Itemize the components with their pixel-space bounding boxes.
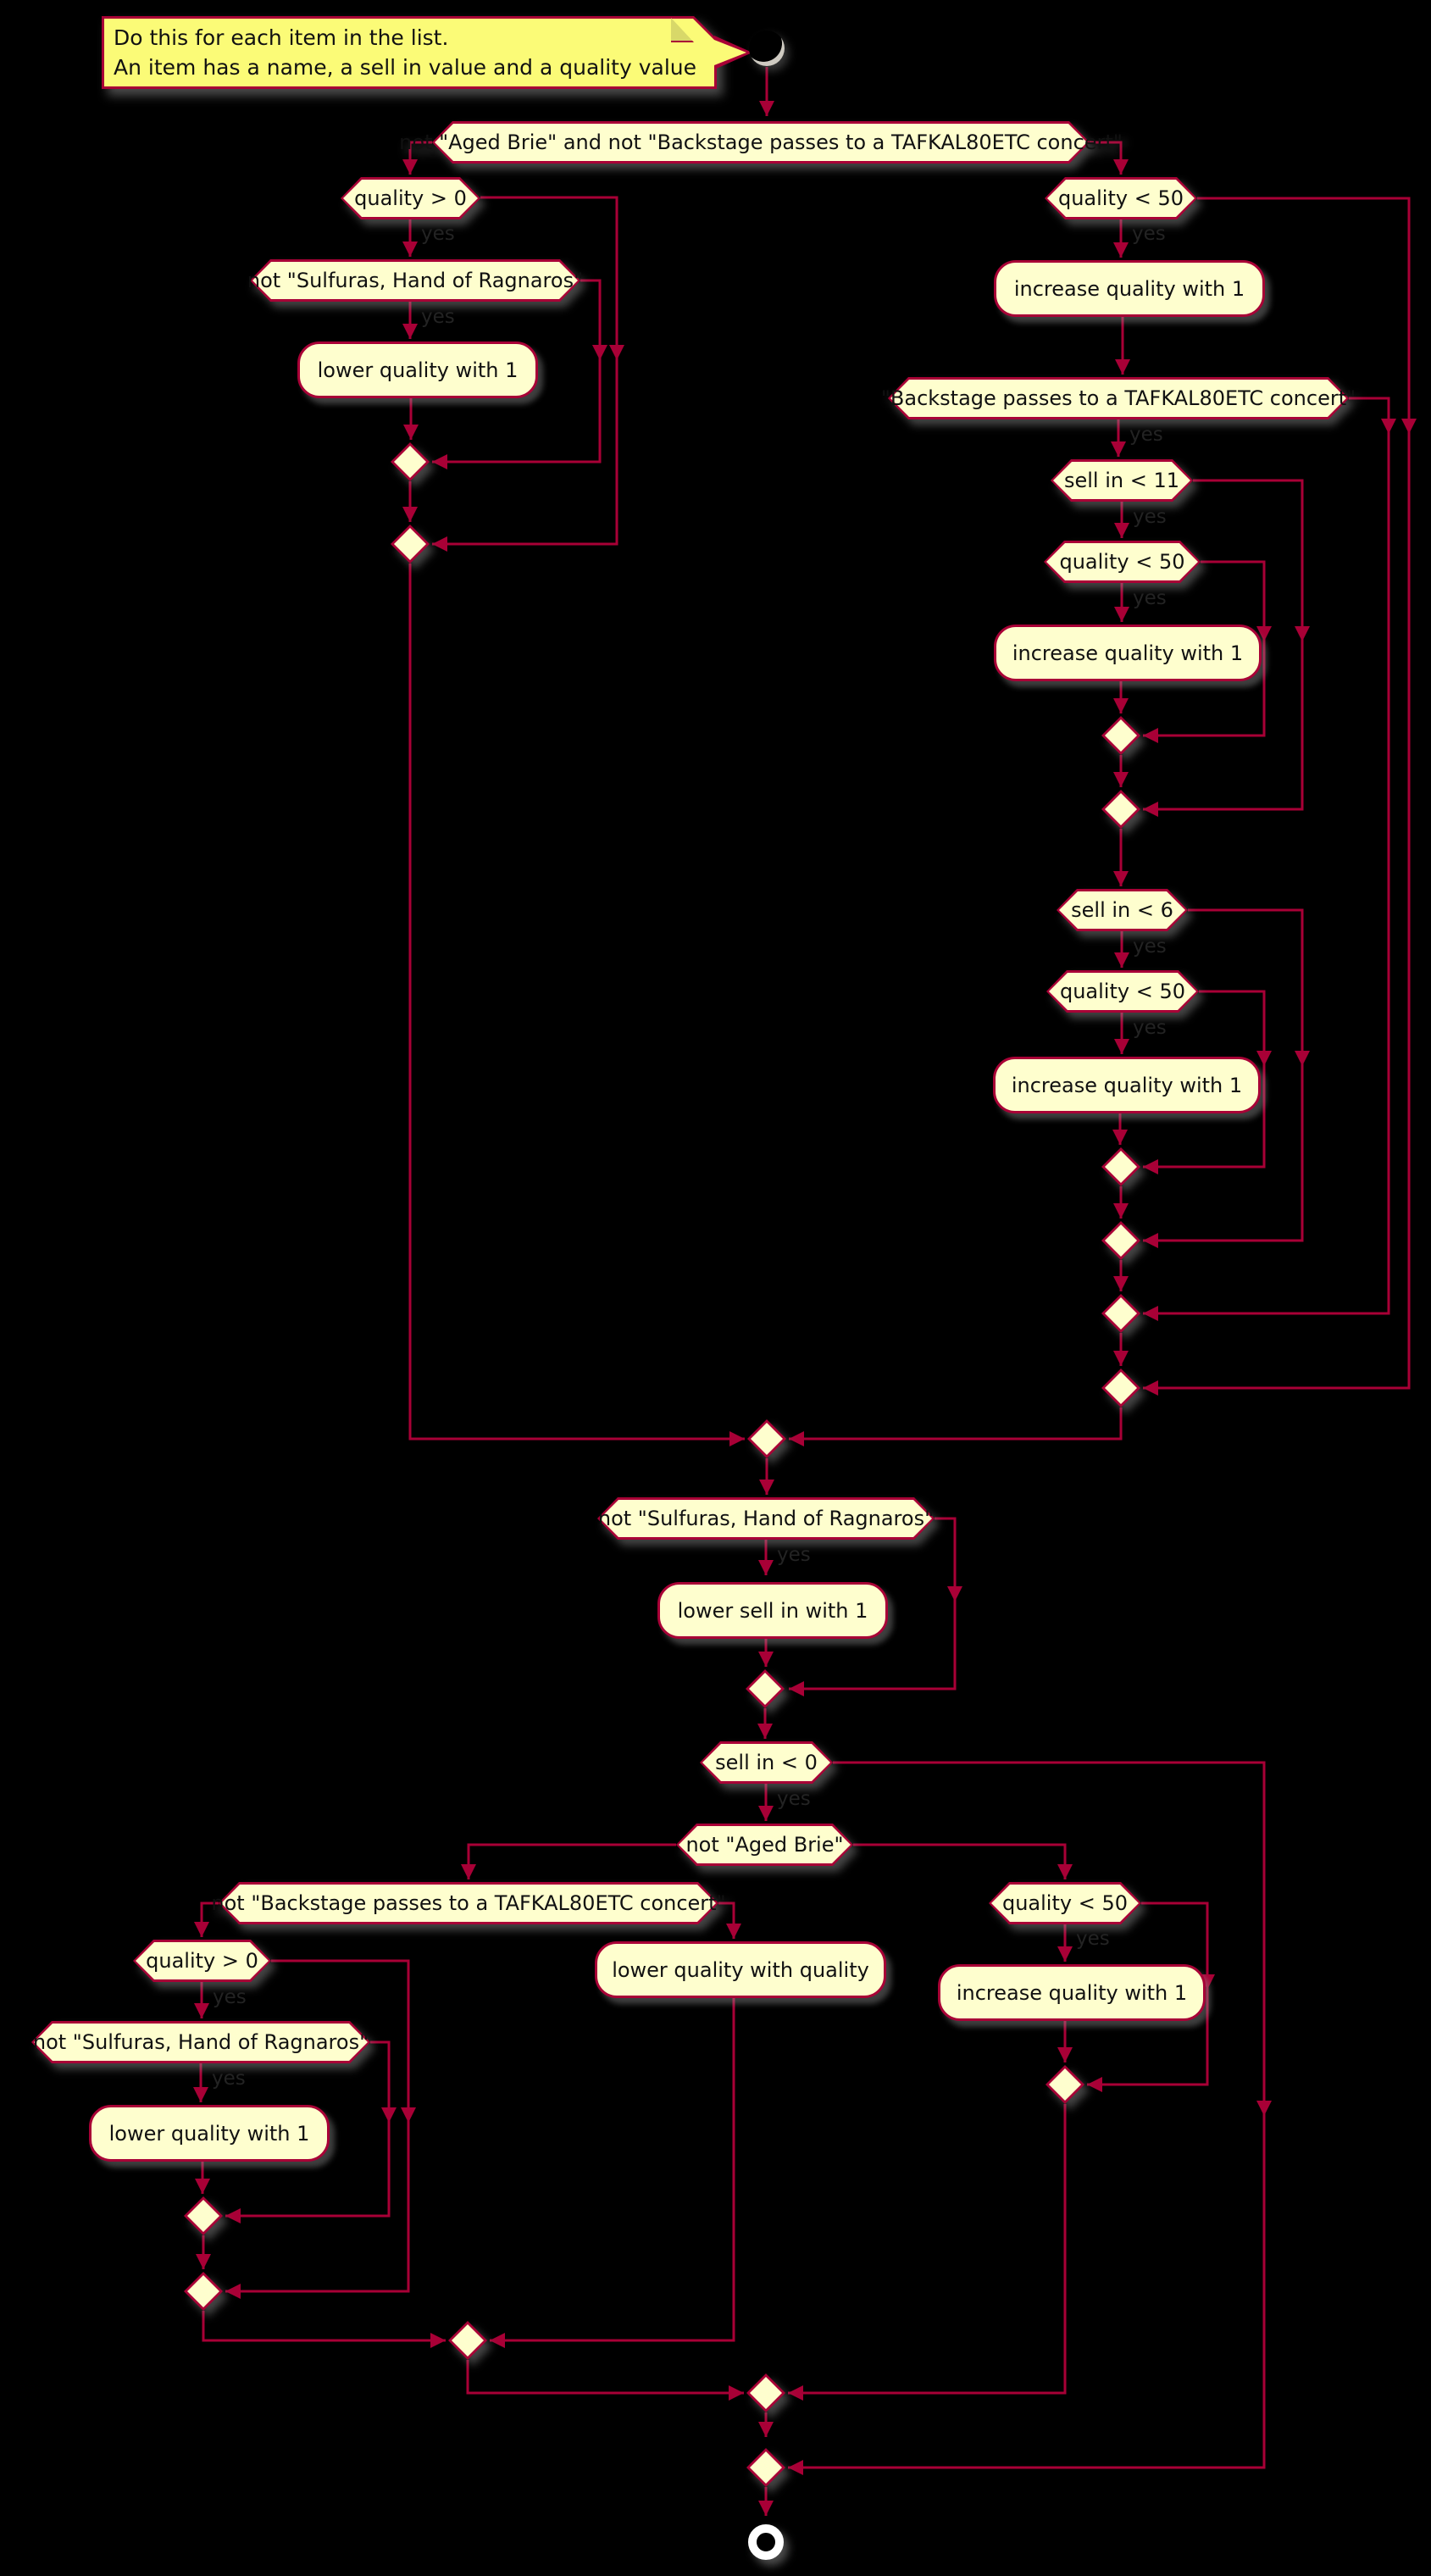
decision-label: not "Sulfuras, Hand of Ragnaros" <box>247 269 584 292</box>
merge-diamond <box>1101 1294 1140 1333</box>
decision-sell-in-lt-0: sell in < 0 <box>700 1741 833 1784</box>
decision-quality-lt-50: quality < 50 <box>1045 177 1197 219</box>
activity-increase-quality-1b: increase quality with 1 <box>994 625 1262 681</box>
decision-quality-lt-50-3: quality < 50 <box>1046 970 1199 1013</box>
note-line-1: Do this for each item in the list. <box>114 25 449 50</box>
decision-label: quality > 0 <box>354 186 467 210</box>
merge-diamond <box>391 442 430 481</box>
decision-sell-in-lt-11: sell in < 11 <box>1051 459 1193 502</box>
decision-quality-lt-50-4: quality < 50 <box>989 1882 1141 1924</box>
decision-label: quality < 50 <box>1001 1891 1128 1915</box>
decision-label: quality > 0 <box>146 1949 258 1973</box>
note-line-2: An item has a name, a sell in value and … <box>114 55 697 80</box>
activity-lower-sell-in-1: lower sell in with 1 <box>657 1582 888 1639</box>
merge-diamond <box>1101 1221 1140 1260</box>
activity-increase-quality-1c: increase quality with 1 <box>993 1057 1261 1113</box>
decision-not-backstage: not "Backstage passes to a TAFKAL80ETC c… <box>211 1882 726 1924</box>
decision-quality-gt-0: quality > 0 <box>341 177 480 219</box>
decision-label: sell in < 0 <box>715 1751 818 1774</box>
edge-label-yes: yes <box>1133 587 1167 609</box>
edge-label-yes: yes <box>212 2068 246 2090</box>
decision-label: quality < 50 <box>1059 980 1185 1003</box>
activity-increase-quality-1: increase quality with 1 <box>994 260 1265 317</box>
merge-diamond <box>1101 1147 1140 1186</box>
decision-label: not "Sulfuras, Hand of Ragnaros" <box>32 2030 369 2054</box>
edge-label-yes: yes <box>777 1788 811 1810</box>
edge-label-yes: yes <box>1133 935 1167 958</box>
activity-lower-quality-1b: lower quality with 1 <box>89 2105 330 2162</box>
merge-diamond <box>747 1419 786 1458</box>
activity-lower-quality-with-quality: lower quality with quality <box>595 1941 886 1998</box>
merge-diamond <box>184 2196 223 2235</box>
decision-sell-in-lt-6: sell in < 6 <box>1057 889 1188 931</box>
decision-not-sulfuras: not "Sulfuras, Hand of Ragnaros" <box>247 259 583 302</box>
decision-is-backstage: "Backstage passes to a TAFKAL80ETC conce… <box>881 377 1356 419</box>
edge-label-yes: yes <box>421 223 455 245</box>
edge-label-yes: yes <box>1076 1928 1110 1950</box>
decision-label: not "Sulfuras, Hand of Ragnaros" <box>597 1507 935 1530</box>
merge-diamond <box>184 2272 223 2311</box>
decision-not-aged-brie: not "Aged Brie" <box>676 1824 853 1866</box>
merge-diamond <box>391 525 430 564</box>
decision-label: sell in < 6 <box>1071 898 1173 922</box>
edge-label-yes: yes <box>1133 1017 1167 1039</box>
merge-diamond <box>1101 1368 1140 1407</box>
decision-label: not "Aged Brie" and not "Backstage passe… <box>399 130 1123 154</box>
decision-label: quality < 50 <box>1059 550 1185 574</box>
activity-increase-quality-1d: increase quality with 1 <box>938 1964 1206 2021</box>
merge-diamond <box>1101 716 1140 755</box>
decision-label: "Backstage passes to a TAFKAL80ETC conce… <box>880 386 1356 410</box>
edge-label-yes: yes <box>1129 424 1163 446</box>
decision-label: sell in < 11 <box>1063 469 1180 492</box>
merge-diamond <box>1046 2065 1084 2104</box>
merge-diamond <box>1101 790 1140 829</box>
decision-not-brie-not-backstage: not "Aged Brie" and not "Backstage passe… <box>399 121 1123 164</box>
edge-label-yes: yes <box>1132 223 1166 245</box>
merge-diamond <box>746 1669 785 1708</box>
edge-label-yes: yes <box>421 306 455 328</box>
edge-label-yes: yes <box>213 1986 247 2008</box>
edge-label-yes: yes <box>777 1544 811 1566</box>
note-body <box>104 19 714 86</box>
activity-lower-quality-1: lower quality with 1 <box>297 341 538 398</box>
decision-not-sulfuras-3: not "Sulfuras, Hand of Ragnaros" <box>31 2021 370 2063</box>
decision-quality-lt-50-2: quality < 50 <box>1044 541 1201 583</box>
decision-label: not "Aged Brie" <box>685 1833 844 1857</box>
decision-quality-gt-0-2: quality > 0 <box>133 1940 271 1982</box>
end-node <box>748 2524 784 2560</box>
decision-label: not "Backstage passes to a TAFKAL80ETC c… <box>211 1891 726 1915</box>
merge-diamond <box>448 2321 487 2360</box>
decision-not-sulfuras-2: not "Sulfuras, Hand of Ragnaros" <box>597 1497 935 1540</box>
edge-label-yes: yes <box>1133 506 1167 528</box>
note: Do this for each item in the list. An it… <box>102 16 717 89</box>
decision-label: quality < 50 <box>1057 186 1184 210</box>
merge-diamond <box>746 2373 785 2412</box>
merge-diamond <box>746 2448 785 2487</box>
start-node <box>749 31 785 66</box>
